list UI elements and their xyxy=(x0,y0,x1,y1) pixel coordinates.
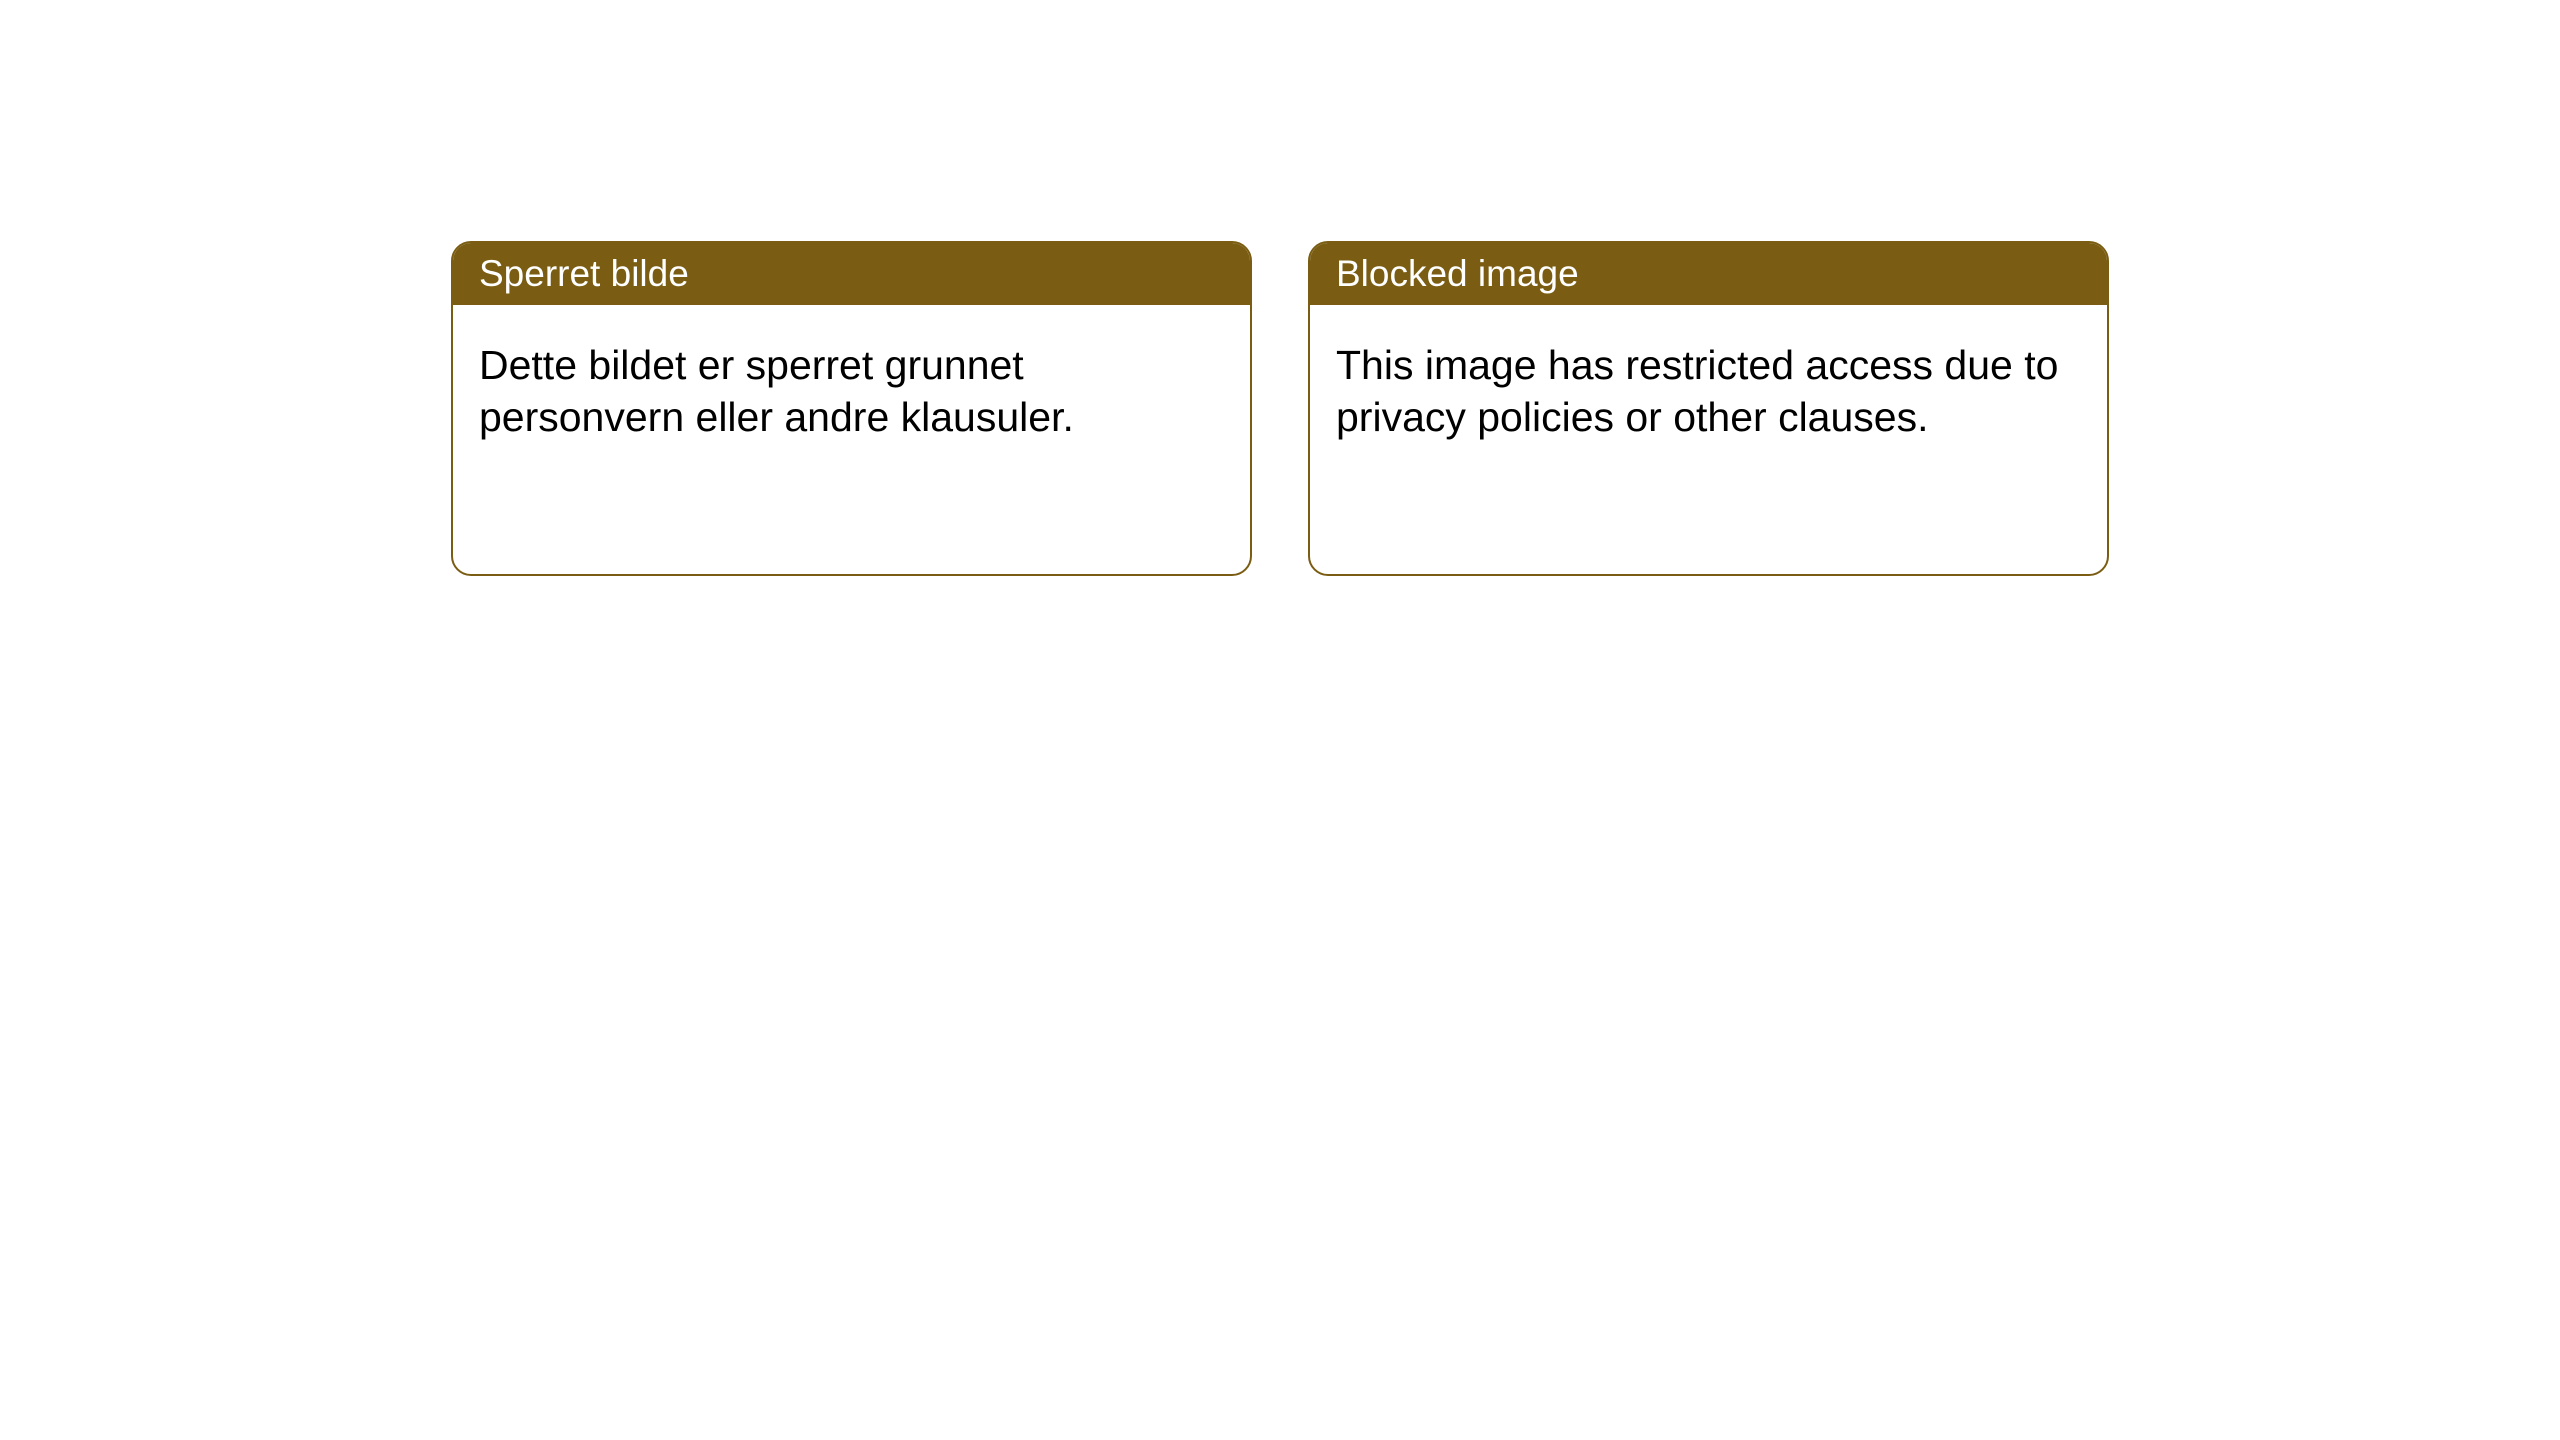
notice-message: This image has restricted access due to … xyxy=(1336,342,2058,440)
notice-card-norwegian: Sperret bilde Dette bildet er sperret gr… xyxy=(451,241,1252,576)
notice-header: Blocked image xyxy=(1310,243,2107,305)
notice-title: Sperret bilde xyxy=(479,253,689,294)
notice-body: Dette bildet er sperret grunnet personve… xyxy=(453,305,1250,477)
notice-body: This image has restricted access due to … xyxy=(1310,305,2107,477)
notice-card-english: Blocked image This image has restricted … xyxy=(1308,241,2109,576)
notice-message: Dette bildet er sperret grunnet personve… xyxy=(479,342,1074,440)
notice-title: Blocked image xyxy=(1336,253,1579,294)
notice-container: Sperret bilde Dette bildet er sperret gr… xyxy=(0,0,2560,576)
notice-header: Sperret bilde xyxy=(453,243,1250,305)
